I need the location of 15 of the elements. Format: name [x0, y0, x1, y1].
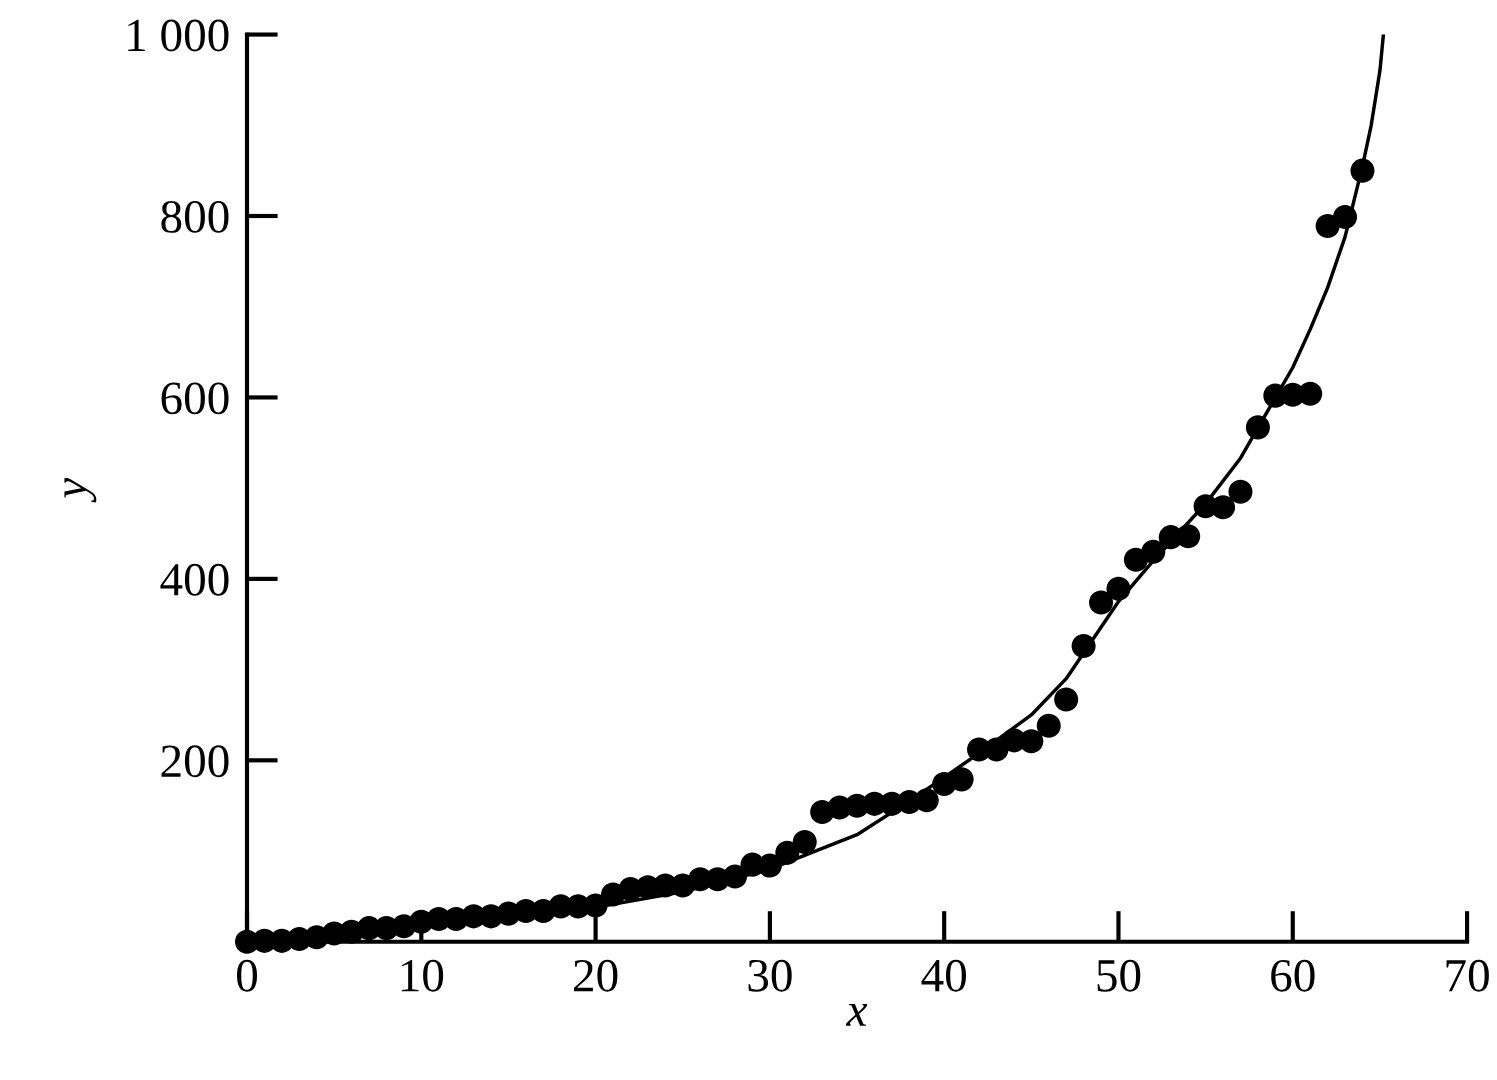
y-axis-title: y: [64, 477, 97, 503]
x-tick-label: 30: [748, 959, 792, 992]
x-tick-label: 0: [237, 959, 258, 992]
x-tick-label: 60: [1271, 959, 1315, 992]
x-tick-label: 40: [921, 959, 966, 992]
y-tick-label: 400: [160, 563, 229, 596]
y-tick-label: 600: [161, 382, 229, 415]
y-tick-label: 200: [161, 745, 229, 778]
x-tick-label: 10: [401, 959, 444, 992]
x-tick-label: 20: [574, 959, 618, 992]
y-tick-label: 800: [161, 200, 229, 233]
x-tick-label: 70: [1446, 959, 1489, 992]
y-tick-label: 1 000: [128, 19, 229, 52]
x-tick-label: 50: [1097, 959, 1141, 992]
x-axis-title: x: [845, 1004, 868, 1026]
